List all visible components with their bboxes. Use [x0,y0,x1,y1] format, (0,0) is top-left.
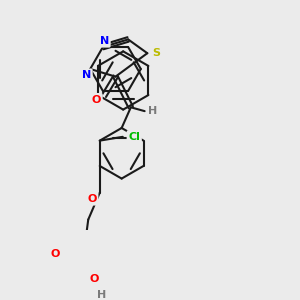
Text: O: O [92,94,101,105]
Text: N: N [82,70,91,80]
Text: Cl: Cl [128,132,140,142]
Text: S: S [152,48,160,58]
Text: N: N [100,36,109,46]
Text: O: O [90,274,99,284]
Text: H: H [148,106,157,116]
Text: O: O [87,194,97,204]
Text: O: O [51,249,60,259]
Text: H: H [98,290,107,300]
